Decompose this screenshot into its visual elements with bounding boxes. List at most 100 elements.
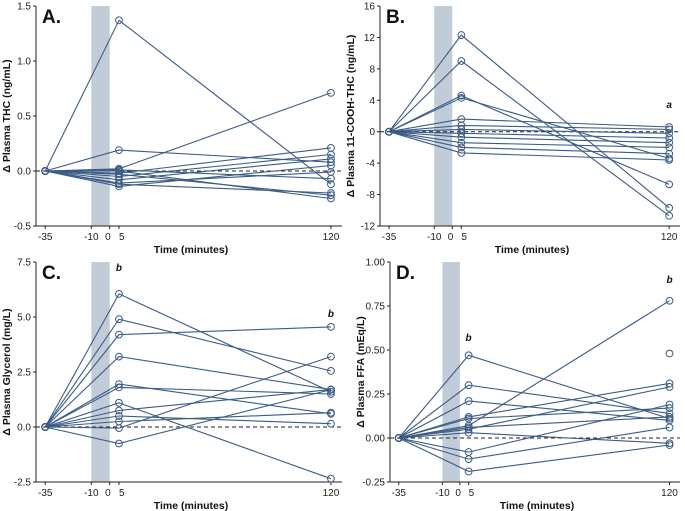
y-tick-label: 0.00: [366, 434, 386, 445]
data-point: [115, 182, 123, 191]
series-line-5: [398, 407, 670, 439]
series-line-7: [45, 402, 332, 480]
series-line-10: [398, 404, 670, 453]
data-point: [327, 367, 335, 375]
series-line-1: [388, 34, 670, 209]
chart-panel-1: -0.5 0.0 0.5 1.0 1.5 -35 -10 0 5 120 Time (minutes…: [1, 2, 342, 256]
y-tick-label: 7.5: [17, 258, 31, 269]
y-tick-label: 0.50: [366, 346, 386, 357]
significance-annotation: b: [666, 275, 672, 286]
series-line-4: [45, 170, 331, 200]
y-axis-title: Δ Plasma THC (ng/mL): [1, 59, 13, 172]
series-line-3: [398, 400, 670, 439]
data-point: [115, 412, 123, 420]
x-tick-label: 5: [119, 488, 125, 499]
y-tick-label: 2.5: [17, 368, 31, 379]
data-point: [457, 129, 466, 138]
y-tick-label: 16: [364, 2, 376, 13]
data-point: [457, 91, 466, 100]
panel-label: B.: [386, 7, 405, 28]
data-point: [115, 180, 123, 189]
x-axis-title: Time (minutes): [154, 244, 228, 256]
y-tick-label: 5.0: [17, 313, 31, 324]
series-line-12: [388, 131, 670, 161]
data-point: [327, 385, 335, 394]
data-point: [41, 167, 50, 175]
significance-annotation: a: [666, 100, 672, 111]
data-point: [327, 158, 335, 167]
data-point: [115, 424, 123, 433]
series-line-10: [45, 412, 331, 428]
data-point: [115, 439, 123, 448]
data-point: [115, 146, 123, 155]
data-point: [464, 397, 473, 405]
x-tick-label: 0: [105, 232, 111, 243]
series-line-12: [45, 389, 332, 445]
data-point: [665, 400, 674, 409]
data-point: [115, 170, 123, 179]
data-point: [327, 194, 335, 203]
data-point: [665, 383, 674, 391]
y-tick-label: -12: [361, 222, 376, 233]
series-line-8: [388, 131, 670, 139]
data-point: [327, 387, 335, 396]
shaded-interval: [442, 262, 460, 482]
y-tick-label: -2.5: [14, 478, 32, 489]
data-point: [41, 423, 50, 431]
data-point: [327, 144, 335, 152]
data-point: [327, 191, 335, 200]
series-line-2: [45, 149, 331, 172]
y-tick-label: 1.0: [17, 57, 31, 68]
x-tick-label: 0: [105, 488, 111, 499]
y-tick-label: -0.5: [14, 222, 32, 233]
data-point: [115, 352, 123, 361]
data-point: [115, 290, 123, 298]
series-line-11: [388, 131, 670, 155]
x-tick-label: 120: [323, 232, 340, 243]
data-point: [457, 121, 466, 130]
series-line-4: [44, 356, 331, 428]
series-line-2: [398, 384, 670, 439]
x-tick-label: 5: [461, 232, 467, 243]
data-point: [115, 406, 123, 415]
x-axis-title: Time (minutes): [500, 500, 574, 511]
data-point: [327, 168, 335, 177]
panel-label: D.: [396, 263, 415, 284]
x-tick-label: -10: [427, 232, 442, 243]
data-point: [327, 474, 335, 483]
data-point: [464, 428, 473, 437]
y-tick-label: 0: [369, 127, 375, 138]
series-line-6: [398, 300, 670, 439]
data-point: [327, 419, 335, 428]
data-point: [385, 127, 393, 136]
data-point: [327, 89, 335, 97]
data-point: [115, 383, 123, 392]
data-point: [327, 174, 335, 183]
y-tick-label: 1.5: [17, 2, 31, 13]
panel-label: A.: [42, 7, 61, 28]
data-point: [327, 408, 335, 417]
data-point: [665, 423, 674, 432]
series-line-2: [44, 318, 332, 428]
data-point: [327, 150, 335, 159]
series-line-9: [388, 131, 670, 144]
data-point: [327, 323, 335, 331]
series-line-8: [45, 389, 331, 428]
significance-annotation: b: [328, 309, 334, 320]
shaded-interval: [91, 262, 110, 482]
data-point: [665, 156, 674, 164]
x-tick-label: 120: [661, 488, 678, 499]
data-point: [327, 189, 335, 197]
y-tick-label: 12: [364, 33, 376, 44]
x-tick-label: 0: [448, 232, 454, 243]
data-point: [457, 57, 466, 65]
y-tick-label: -4: [366, 159, 375, 170]
data-point: [457, 143, 466, 152]
data-point: [665, 404, 674, 412]
series-line-3: [44, 326, 331, 428]
x-tick-label: -35: [382, 232, 397, 243]
data-point: [457, 31, 466, 39]
y-axis-title: Δ Plasma 11-COOH-THC (ng/mL): [345, 35, 357, 198]
data-point: [457, 138, 466, 147]
